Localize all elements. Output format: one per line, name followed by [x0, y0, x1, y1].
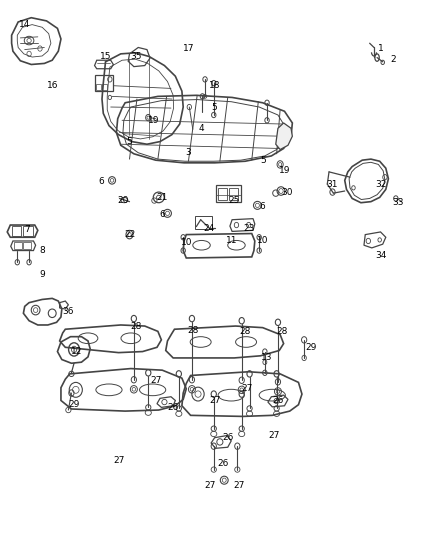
Text: 3: 3 [186, 148, 191, 157]
Text: 26: 26 [222, 433, 233, 442]
Text: 8: 8 [39, 246, 45, 255]
Text: 27: 27 [209, 396, 220, 405]
Text: 25: 25 [229, 196, 240, 205]
Text: 28: 28 [187, 326, 198, 335]
Text: 27: 27 [150, 376, 161, 385]
Bar [95, 75, 113, 91]
Bar [102, 84, 107, 90]
Text: 36: 36 [63, 307, 74, 316]
Bar [14, 241, 21, 249]
Text: 33: 33 [392, 198, 404, 207]
Text: 26: 26 [272, 396, 284, 405]
Bar [23, 241, 31, 249]
Text: 31: 31 [327, 180, 338, 189]
Text: 22: 22 [124, 230, 135, 239]
Bar [215, 184, 241, 201]
Text: 17: 17 [183, 44, 194, 53]
Text: 20: 20 [117, 196, 129, 205]
Text: 13: 13 [261, 353, 273, 362]
Text: 14: 14 [19, 20, 30, 29]
Text: 5: 5 [127, 137, 132, 146]
Bar [218, 188, 227, 199]
Text: 27: 27 [268, 431, 279, 440]
Text: 27: 27 [205, 481, 216, 490]
Bar [195, 216, 212, 229]
Text: 19: 19 [148, 116, 159, 125]
Text: 18: 18 [209, 81, 220, 90]
Text: 1: 1 [378, 44, 383, 53]
Text: 2: 2 [391, 55, 396, 63]
Text: 12: 12 [71, 347, 83, 356]
Polygon shape [276, 123, 292, 150]
Text: 35: 35 [130, 52, 142, 61]
Text: 4: 4 [199, 124, 205, 133]
Text: 6: 6 [159, 210, 165, 219]
Text: 21: 21 [156, 193, 168, 202]
Text: 28: 28 [131, 321, 142, 330]
Text: 24: 24 [204, 224, 215, 233]
Text: 23: 23 [243, 224, 254, 233]
Text: 5: 5 [260, 156, 265, 165]
Text: 29: 29 [305, 343, 316, 352]
Text: 28: 28 [277, 327, 288, 336]
Text: 34: 34 [375, 252, 386, 260]
Text: 32: 32 [375, 180, 386, 189]
Bar [96, 84, 101, 90]
Text: 19: 19 [279, 166, 290, 175]
Text: 6: 6 [260, 203, 265, 212]
Text: 6: 6 [98, 177, 104, 186]
Text: 28: 28 [240, 327, 251, 336]
Text: 26: 26 [167, 403, 179, 412]
Text: 5: 5 [212, 102, 218, 111]
Text: 27: 27 [242, 384, 253, 393]
Text: 9: 9 [39, 270, 45, 279]
Text: 7: 7 [24, 225, 30, 234]
Text: 27: 27 [233, 481, 244, 490]
Text: 10: 10 [180, 238, 192, 247]
Text: 27: 27 [113, 456, 124, 465]
Text: 16: 16 [47, 81, 59, 90]
Text: 26: 26 [218, 459, 229, 467]
Text: 10: 10 [257, 237, 268, 246]
Bar [229, 188, 238, 199]
Text: 11: 11 [226, 237, 238, 246]
Text: 15: 15 [100, 52, 111, 61]
Bar [22, 226, 33, 236]
Text: 30: 30 [281, 188, 293, 197]
Text: 29: 29 [68, 400, 80, 409]
Bar [12, 226, 21, 236]
